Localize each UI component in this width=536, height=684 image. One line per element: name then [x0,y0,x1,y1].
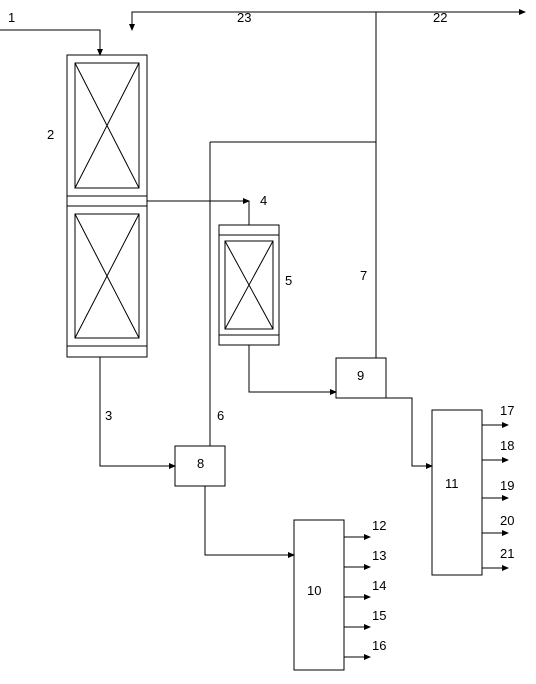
stream-line [0,30,100,55]
label-L8: 8 [197,456,204,471]
label-L6: 6 [217,408,224,423]
label-L22: 22 [433,10,447,25]
label-L4: 4 [260,193,267,208]
label-L7: 7 [360,268,367,283]
box-col2_mid_gap_top [67,196,147,206]
stream-line [376,398,432,466]
label-L15: 15 [372,608,386,623]
stream-line [249,345,336,392]
label-L12: 12 [372,518,386,533]
label-L16: 16 [372,638,386,653]
label-L23: 23 [237,10,251,25]
box-col2_footer [67,346,147,357]
label-L21: 21 [500,546,514,561]
box-col5_foot [219,335,279,345]
process-diagram: 1234567891011121314151617181920212223 [0,0,536,684]
label-L3: 3 [105,408,112,423]
label-L19: 19 [500,478,514,493]
label-L9: 9 [357,368,364,383]
label-L10: 10 [307,583,321,598]
label-L17: 17 [500,403,514,418]
stream-line [132,12,525,30]
label-L5: 5 [285,273,292,288]
stream-line [205,486,294,555]
label-L13: 13 [372,548,386,563]
label-L2: 2 [47,127,54,142]
box-box11 [432,410,482,575]
label-L14: 14 [372,578,386,593]
label-L18: 18 [500,438,514,453]
box-col5_head [219,225,279,235]
label-L20: 20 [500,513,514,528]
label-L11: 11 [445,476,459,491]
label-L1: 1 [8,10,15,25]
